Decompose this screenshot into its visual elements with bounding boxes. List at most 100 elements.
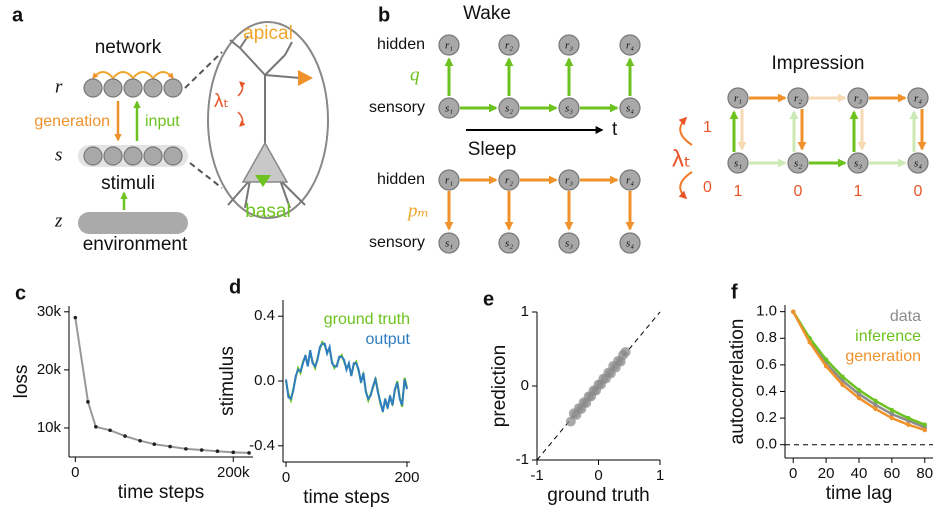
node-label: r₄ (914, 93, 922, 105)
point (906, 423, 910, 427)
x-tick-label: 200k (217, 464, 250, 481)
node-label: s₃ (565, 238, 573, 250)
y-tick-label: 20k (37, 361, 62, 378)
point (824, 364, 828, 368)
legend-label: output (366, 331, 411, 348)
phase-label: 1 (854, 183, 863, 200)
point (840, 375, 844, 379)
y-tick-label: -0.4 (249, 437, 275, 454)
node-label: r₄ (626, 175, 634, 187)
point (873, 407, 877, 411)
point (152, 442, 156, 446)
point (138, 439, 142, 443)
point (74, 316, 78, 320)
y-tick-label: 10k (37, 419, 62, 436)
y-tick-label: 0 (521, 377, 529, 394)
neuron-ellipse (208, 22, 328, 218)
point (791, 309, 795, 313)
point (857, 396, 861, 400)
y-axis-label: autocorrelation (727, 319, 748, 445)
x-tick-label: 1 (656, 467, 664, 484)
x-tick-label: 0 (71, 464, 79, 481)
panel-a: a network r generation input s stimuli z… (12, 4, 328, 255)
point (824, 357, 828, 361)
node-label: r₁ (734, 93, 742, 105)
input-label: input (145, 113, 180, 130)
node-label: s₄ (626, 238, 634, 250)
node-label: r₂ (505, 40, 513, 52)
point (200, 448, 204, 452)
y-tick-label: 0.4 (254, 307, 275, 324)
node-label: r₁ (445, 40, 453, 52)
panel-label: f (731, 281, 738, 303)
series-line (286, 344, 407, 412)
point (890, 408, 894, 412)
legend-label: ground truth (324, 311, 410, 328)
wake-title: Wake (463, 3, 511, 24)
node-label: s₂ (505, 238, 513, 250)
panel-label: b (378, 4, 390, 26)
lambda-label: λₜ (672, 145, 691, 172)
basal-label: basal (245, 201, 290, 222)
point (621, 347, 631, 357)
node-label: s₁ (734, 158, 742, 170)
phase-label: 0 (794, 183, 803, 200)
legend-label: data (890, 308, 921, 325)
y-tick-label: 30k (37, 303, 62, 320)
panel-label: e (483, 288, 494, 310)
apical-label: apical (243, 23, 293, 44)
node-label: s₂ (794, 158, 802, 170)
node-label: r₄ (626, 40, 634, 52)
x-tick-label: -1 (530, 467, 543, 484)
y-tick-label: 1.0 (756, 303, 777, 320)
environment-label: environment (83, 234, 188, 255)
node-label: r₃ (565, 40, 573, 52)
point (108, 428, 112, 432)
point (231, 451, 235, 455)
phase-label: 0 (914, 183, 923, 200)
point (94, 425, 98, 429)
panel-label: c (15, 282, 26, 304)
point (86, 400, 90, 404)
node-label: r₂ (505, 175, 513, 187)
point (873, 403, 877, 407)
point (807, 340, 811, 344)
node-label: r₃ (565, 175, 573, 187)
node-label: r₃ (854, 93, 862, 105)
sleep-title: Sleep (468, 139, 517, 160)
point (923, 423, 927, 427)
point (890, 416, 894, 420)
point (216, 449, 220, 453)
y-axis-label: stimulus (217, 346, 238, 416)
network-nodes (84, 79, 182, 97)
y-tick-label: -1 (516, 451, 529, 468)
switch-arrow (680, 118, 692, 145)
hidden-label: hidden (377, 171, 425, 188)
x-tick-label: 80 (916, 465, 933, 482)
x-tick-label: 0 (789, 465, 797, 482)
switch-arrow (238, 82, 243, 96)
node-label: s₂ (505, 103, 513, 115)
apical-synapse (298, 70, 313, 86)
figure: a network r generation input s stimuli z… (0, 0, 951, 516)
phase-label: 1 (734, 183, 743, 200)
recurrent-arrows (93, 72, 173, 78)
y-axis-label: prediction (489, 345, 510, 427)
point (840, 383, 844, 387)
y-tick-label: 0.4 (756, 382, 777, 399)
point (906, 416, 910, 420)
s-label: s (55, 144, 62, 165)
point (168, 445, 172, 449)
x-axis-label: time steps (303, 487, 390, 508)
zoom-line (190, 163, 222, 188)
network-label: network (95, 37, 162, 58)
legend-label: inference (855, 328, 921, 345)
y-tick-label: 0.0 (254, 372, 275, 389)
point (123, 434, 127, 438)
generation-label: generation (34, 113, 110, 130)
y-tick-label: 0.0 (756, 436, 777, 453)
r-label: r (55, 76, 63, 97)
y-tick-label: 1 (521, 303, 529, 320)
x-tick-label: 0 (594, 467, 602, 484)
